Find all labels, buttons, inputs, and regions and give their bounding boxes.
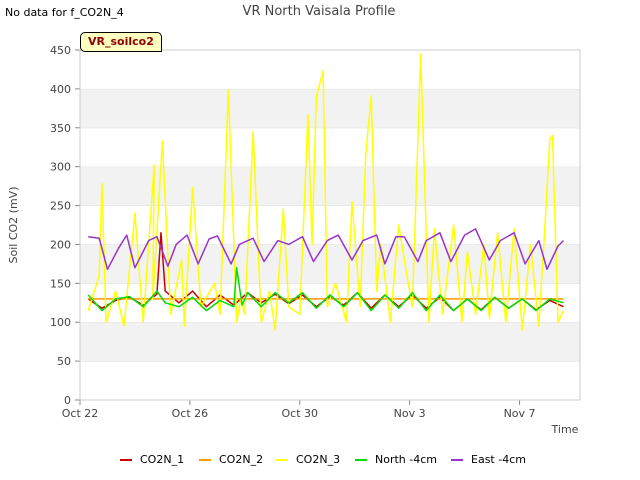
series-line-east-4cm <box>88 228 565 271</box>
legend-swatch <box>451 459 463 461</box>
legend-label: CO2N_3 <box>296 453 341 466</box>
y-tick-label: 0 <box>64 394 71 407</box>
plot-frame <box>79 49 581 401</box>
x-tick-label: Nov 3 <box>394 407 426 420</box>
y-tick-label: 450 <box>50 44 71 57</box>
legend-label: CO2N_1 <box>140 453 185 466</box>
legend-label: CO2N_2 <box>219 453 264 466</box>
plot-area <box>87 53 565 331</box>
y-tick-label: 150 <box>50 277 71 290</box>
legend-item: East -4cm <box>451 453 526 466</box>
grid-band <box>80 127 580 167</box>
x-axis-ticks: Oct 22 Oct 26 Oct 30 Nov 3 Nov 7 <box>62 400 536 420</box>
x-tick-label: Nov 7 <box>504 407 536 420</box>
grid-band <box>80 322 580 362</box>
site-badge: VR_soilco2 <box>80 32 162 52</box>
y-tick-label: 300 <box>50 161 71 174</box>
y-tick-label: 100 <box>50 316 71 329</box>
legend-swatch <box>199 459 211 461</box>
y-axis-label: Soil CO2 (mV) <box>7 187 20 264</box>
chart-title: VR North Vaisala Profile <box>243 4 396 19</box>
grid-band <box>80 88 580 128</box>
x-tick-label: Oct 30 <box>282 407 319 420</box>
grid-band <box>80 361 580 400</box>
no-data-note: No data for f_CO2N_4 <box>5 6 124 19</box>
y-tick-label: 400 <box>50 83 71 96</box>
series-line-north-4cm <box>87 267 564 312</box>
legend-swatch <box>355 459 367 461</box>
legend-item: CO2N_3 <box>276 453 340 466</box>
x-tick-label: Oct 26 <box>172 407 209 420</box>
legend-swatch <box>276 459 288 461</box>
grid-band <box>80 166 580 206</box>
grid-band <box>80 283 580 323</box>
legend-item: North -4cm <box>355 453 437 466</box>
grid-bands <box>80 49 580 400</box>
legend-label: North -4cm <box>375 453 437 466</box>
y-tick-label: 200 <box>50 238 71 251</box>
x-tick-label: Oct 22 <box>62 407 99 420</box>
legend-item: CO2N_2 <box>199 453 263 466</box>
y-tick-label: 350 <box>50 122 71 135</box>
y-tick-label: 250 <box>50 200 71 213</box>
legend-item: CO2N_1 <box>120 453 184 466</box>
grid-band <box>80 50 580 89</box>
y-tick-label: 50 <box>57 355 71 368</box>
legend-label: East -4cm <box>471 453 526 466</box>
series-line-co2n-3 <box>87 53 565 331</box>
x-axis-label: Time <box>551 423 579 436</box>
legend: CO2N_1 CO2N_2 CO2N_3 North -4cm East -4cm <box>0 453 640 469</box>
legend-swatch <box>120 459 132 461</box>
y-axis-ticks: 0 50 100 150 200 250 300 350 400 450 <box>50 44 80 407</box>
